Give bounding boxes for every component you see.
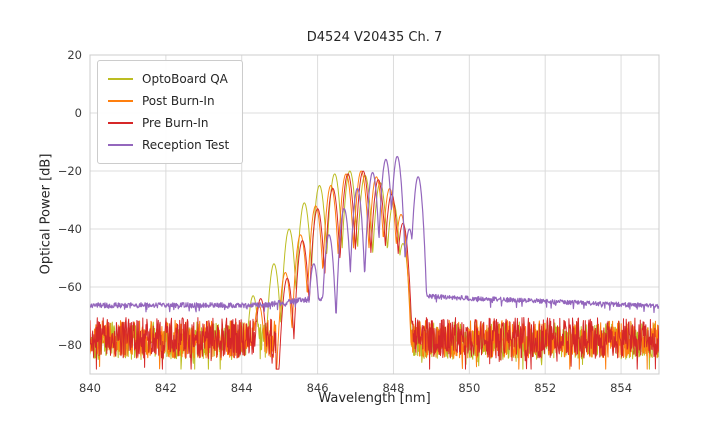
chart-title: D4524 V20435 Ch. 7 bbox=[306, 30, 443, 45]
series-line-reception-test bbox=[90, 155, 659, 314]
legend-label: Post Burn-In bbox=[142, 94, 215, 108]
legend-line-swatch bbox=[108, 122, 133, 124]
legend-line-swatch bbox=[108, 78, 133, 80]
legend-line-swatch bbox=[108, 144, 133, 146]
legend-label: Pre Burn-In bbox=[142, 116, 209, 130]
y-tick-label: −40 bbox=[57, 222, 82, 236]
y-tick-label: 20 bbox=[67, 48, 82, 62]
legend-label: OptoBoard QA bbox=[142, 72, 228, 86]
legend-line-swatch bbox=[108, 100, 133, 102]
axes-spine bbox=[89, 54, 660, 375]
y-tick-label: −60 bbox=[57, 280, 82, 294]
legend-label: Reception Test bbox=[142, 138, 230, 152]
legend: OptoBoard QA Post Burn-In Pre Burn-In Recep… bbox=[97, 60, 244, 164]
y-tick-label: 0 bbox=[74, 106, 82, 120]
x-tick-label: 854 bbox=[610, 381, 633, 395]
x-tick-label: 850 bbox=[458, 381, 481, 395]
legend-item: Post Burn-In bbox=[108, 90, 229, 112]
y-tick-label: −20 bbox=[57, 164, 82, 178]
series-line-pre-burn-in bbox=[90, 170, 659, 370]
x-tick-label: 848 bbox=[382, 381, 405, 395]
x-tick-label: 840 bbox=[79, 381, 101, 395]
legend-item: OptoBoard QA bbox=[108, 68, 229, 90]
y-tick-label: −80 bbox=[57, 338, 82, 352]
legend-item: Reception Test bbox=[108, 134, 229, 156]
x-tick-label: 844 bbox=[230, 381, 253, 395]
series-group bbox=[90, 155, 659, 370]
x-tick-label: 842 bbox=[154, 381, 177, 395]
legend-item: Pre Burn-In bbox=[108, 112, 229, 134]
x-tick-label: 852 bbox=[534, 381, 557, 395]
x-axis-label: Wavelength [nm] bbox=[318, 391, 431, 406]
x-tick-label: 846 bbox=[306, 381, 329, 395]
